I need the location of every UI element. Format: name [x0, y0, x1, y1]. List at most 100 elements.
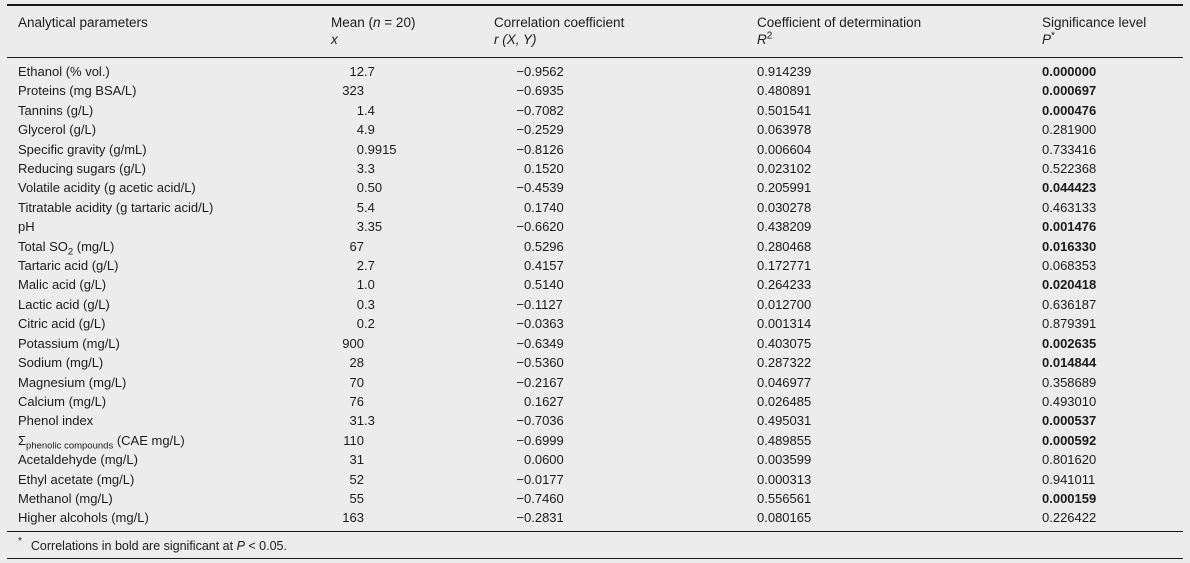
mean-cell: 0.2 — [356, 316, 375, 332]
significance-cell: 0.000159 — [1042, 490, 1097, 506]
correlation-cell: −0.2167 — [516, 374, 564, 390]
determination-cell: 0.264233 — [757, 277, 812, 293]
significance-cell: 0.636187 — [1042, 296, 1097, 312]
mean-cell: 4.9 — [356, 122, 375, 138]
param-cell: Glycerol (g/L) — [18, 122, 97, 138]
significance-cell: 0.000476 — [1042, 102, 1097, 118]
table-footnote: * Correlations in bold are significant at… — [18, 534, 287, 554]
table-row: pH 3.35 −0.6620 0.438209 0.001476 — [7, 217, 1183, 236]
correlation-cell: −0.2529 — [516, 122, 564, 138]
header-analytical-parameters: Analytical parameters — [7, 5, 331, 58]
mean-cell: 110 — [343, 432, 364, 448]
determination-cell: 0.489855 — [757, 432, 812, 448]
correlation-cell: −0.6620 — [516, 219, 564, 235]
correlation-cell: −0.9562 — [516, 64, 564, 79]
mean-cell: 163 — [342, 510, 364, 526]
correlation-cell: 0.0600 — [524, 452, 564, 468]
header-coefficient-of-determination: Coefficient of determination R2 — [757, 5, 1042, 58]
correlation-cell: 0.1520 — [524, 161, 564, 177]
header-correlation-coefficient: Correlation coefficient r (X, Y) — [494, 5, 757, 58]
mean-cell: 0.3 — [356, 296, 375, 312]
correlation-cell: −0.6935 — [516, 83, 564, 99]
correlation-cell: 0.5140 — [524, 277, 564, 293]
param-cell: Phenol index — [18, 413, 94, 429]
mean-cell: 31 — [349, 452, 364, 468]
significance-cell: 0.000537 — [1042, 413, 1097, 429]
param-cell: Potassium (mg/L) — [18, 335, 120, 351]
correlation-cell: −0.7082 — [516, 102, 564, 118]
table-row: Lactic acid (g/L) 0.3 −0.1127 0.012700 0.636… — [7, 295, 1183, 314]
bottom-rule — [7, 558, 1183, 559]
param-cell: pH — [18, 219, 35, 235]
mean-cell: 28 — [349, 355, 364, 371]
determination-cell: 0.063978 — [757, 122, 812, 138]
param-cell: Σphenolic compounds (CAE mg/L) — [18, 432, 185, 452]
table-row: Tartaric acid (g/L) 2.7 0.4157 0.172771 0.06… — [7, 256, 1183, 275]
significance-cell: 0.522368 — [1042, 161, 1097, 177]
mean-cell: 76 — [349, 393, 364, 409]
table-row: Sodium (mg/L) 28 −0.5360 0.287322 0.014844 — [7, 353, 1183, 372]
header-r2-line1: Coefficient of determination — [757, 15, 922, 30]
determination-cell: 0.501541 — [757, 102, 812, 118]
table-row: Potassium (mg/L) 900 −0.6349 0.403075 0.0026… — [7, 334, 1183, 353]
determination-cell: 0.480891 — [757, 83, 812, 99]
param-cell: Reducing sugars (g/L) — [18, 161, 146, 177]
footnote-asterisk: * — [18, 536, 22, 547]
significance-cell: 0.801620 — [1042, 452, 1097, 468]
determination-cell: 0.172771 — [757, 258, 812, 274]
significance-cell: 0.001476 — [1042, 219, 1097, 235]
param-cell: Malic acid (g/L) — [18, 277, 107, 293]
table-row: Total SO2 (mg/L) 67 0.5296 0.280468 0.016330 — [7, 237, 1183, 257]
significance-cell: 0.358689 — [1042, 374, 1097, 390]
mean-cell: 1.4 — [356, 102, 375, 118]
table-body: Ethanol (% vol.) 12.7 −0.9562 0.914239 0.000… — [7, 58, 1183, 532]
significance-cell: 0.879391 — [1042, 316, 1097, 332]
determination-cell: 0.000313 — [757, 471, 812, 487]
table-row: Ethanol (% vol.) 12.7 −0.9562 0.914239 0.000… — [7, 58, 1183, 82]
param-cell: Methanol (mg/L) — [18, 490, 113, 506]
determination-cell: 0.080165 — [757, 510, 812, 526]
correlation-cell: −0.2831 — [516, 510, 564, 526]
header-significance-level: Significance level P* — [1042, 5, 1183, 58]
footnote-text: Correlations in bold are significant at … — [30, 539, 287, 553]
table-row: Σphenolic compounds (CAE mg/L) 110 −0.6999… — [7, 431, 1183, 452]
correlation-cell: −0.0363 — [516, 316, 564, 332]
table-row: Malic acid (g/L) 1.0 0.5140 0.264233 0.02041… — [7, 275, 1183, 294]
header-corr-line1: Correlation coefficient — [494, 15, 625, 30]
determination-cell: 0.495031 — [757, 413, 812, 429]
mean-cell: 67 — [349, 238, 364, 254]
table-row: Citric acid (g/L) 0.2 −0.0363 0.001314 0.879… — [7, 314, 1183, 333]
correlation-cell: −0.4539 — [516, 180, 564, 196]
table-row: Reducing sugars (g/L) 3.3 0.1520 0.023102 0.… — [7, 159, 1183, 178]
determination-cell: 0.205991 — [757, 180, 812, 196]
mean-cell: 5.4 — [356, 199, 375, 215]
correlation-cell: 0.5296 — [524, 238, 564, 254]
table-row: Ethyl acetate (mg/L) 52 −0.0177 0.000313 0.9… — [7, 470, 1183, 489]
determination-cell: 0.006604 — [757, 141, 812, 157]
correlation-cell: 0.4157 — [524, 258, 564, 274]
header-mean: Mean (n = 20) x — [331, 5, 494, 58]
significance-cell: 0.016330 — [1042, 238, 1097, 254]
determination-cell: 0.001314 — [757, 316, 812, 332]
mean-cell: 0.9915 — [356, 141, 397, 157]
header-mean-symbol: x — [331, 32, 338, 47]
correlation-cell: 0.1627 — [524, 393, 564, 409]
mean-cell: 12.7 — [349, 64, 375, 79]
determination-cell: 0.046977 — [757, 374, 812, 390]
table-row: Acetaldehyde (mg/L) 31 0.0600 0.003599 0.801… — [7, 450, 1183, 469]
param-cell: Tannins (g/L) — [18, 102, 94, 118]
determination-cell: 0.556561 — [757, 490, 812, 506]
param-cell: Proteins (mg BSA/L) — [18, 83, 137, 99]
correlation-cell: −0.7460 — [516, 490, 564, 506]
significance-cell: 0.493010 — [1042, 393, 1097, 409]
param-cell: Ethyl acetate (mg/L) — [18, 471, 135, 487]
table-header: Analytical parameters Mean (n = 20) x Co… — [7, 5, 1183, 58]
param-cell: Calcium (mg/L) — [18, 393, 107, 409]
significance-cell: 0.044423 — [1042, 180, 1097, 196]
significance-cell: 0.000697 — [1042, 83, 1097, 99]
significance-cell: 0.000592 — [1042, 432, 1097, 448]
determination-cell: 0.030278 — [757, 199, 812, 215]
determination-cell: 0.438209 — [757, 219, 812, 235]
header-p-line1: Significance level — [1042, 15, 1147, 30]
